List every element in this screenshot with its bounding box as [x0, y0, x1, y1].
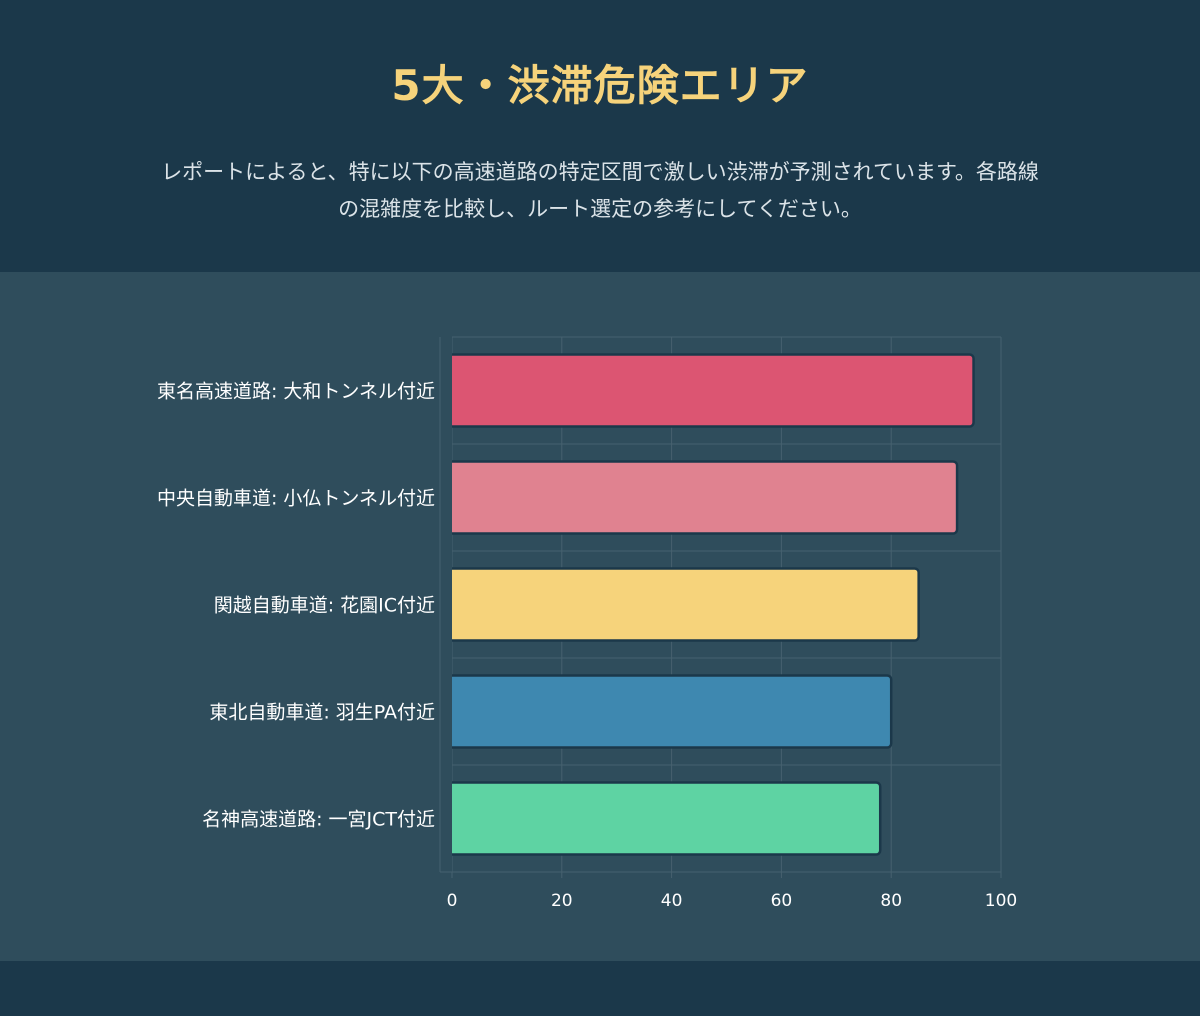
footer — [0, 961, 1200, 1016]
x-tick-label: 100 — [985, 891, 1017, 911]
header: 5大・渋滞危険エリア レポートによると、特に以下の高速道路の特定区間で激しい渋滞… — [0, 0, 1200, 272]
category-label: 東北自動車道: 羽生PA付近 — [209, 702, 435, 724]
bar-4 — [446, 674, 893, 749]
page-description: レポートによると、特に以下の高速道路の特定区間で激しい渋滞が予測されています。各… — [75, 154, 1125, 228]
bar-2 — [446, 460, 959, 535]
x-tick-label: 40 — [661, 891, 683, 911]
description-line-2: の混雑度を比較し、ルート選定の参考にしてください。 — [338, 197, 862, 221]
chart-panel: 東名高速道路: 大和トンネル付近 中央自動車道: 小仏トンネル付近関越自動車道: … — [0, 272, 1200, 961]
category-label: 名神高速道路: 一宮JCT付近 — [202, 809, 435, 831]
bar-3 — [446, 567, 920, 642]
page-title: 5大・渋滞危険エリア — [391, 61, 809, 110]
x-tick-label: 80 — [880, 891, 902, 911]
plot-left-mask — [440, 337, 452, 872]
description-line-1: レポートによると、特に以下の高速道路の特定区間で激しい渋滞が予測されています。各… — [161, 160, 1039, 184]
category-label: 東名高速道路: 大和トンネル付近 — [157, 381, 435, 403]
x-tick-label: 20 — [551, 891, 573, 911]
x-tick-label: 0 — [447, 891, 458, 911]
bar-5 — [446, 781, 882, 856]
x-tick-label: 60 — [771, 891, 793, 911]
bar-1 — [446, 353, 975, 428]
category-label: 関越自動車道: 花園IC付近 — [214, 595, 435, 617]
category-label: 中央自動車道: 小仏トンネル付近 — [157, 488, 435, 510]
